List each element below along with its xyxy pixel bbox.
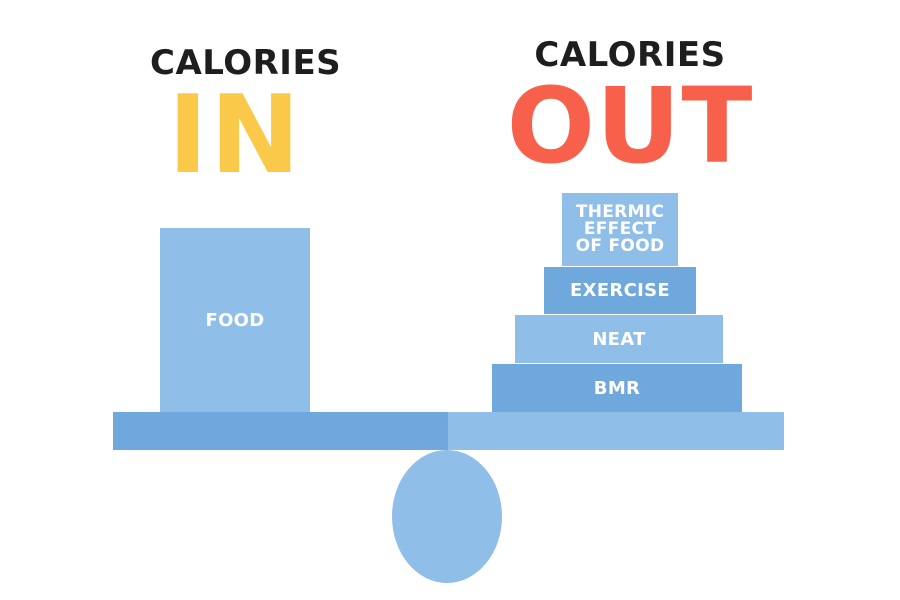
calories-out-heading: CALORIES OUT — [500, 38, 760, 178]
thermic-effect-block: THERMIC EFFECT OF FOOD — [562, 193, 678, 266]
exercise-block: EXERCISE — [544, 267, 696, 314]
scale-beam-left — [113, 412, 448, 450]
in-label: IN — [167, 73, 303, 198]
food-block: FOOD — [160, 228, 310, 412]
bmr-block: BMR — [492, 364, 742, 412]
thermic-effect-label: THERMIC EFFECT OF FOOD — [575, 202, 665, 256]
scale-fulcrum — [392, 450, 502, 583]
food-label: FOOD — [205, 309, 265, 331]
neat-label: NEAT — [592, 328, 646, 350]
calories-out-label: CALORIES — [534, 35, 726, 75]
bmr-label: BMR — [593, 377, 641, 399]
calories-in-label: CALORIES — [150, 43, 342, 83]
neat-block: NEAT — [515, 315, 723, 363]
calories-in-heading: CALORIES IN — [150, 43, 342, 198]
exercise-label: EXERCISE — [570, 280, 670, 301]
scale-beam-right — [448, 412, 784, 450]
out-label: OUT — [506, 65, 754, 187]
